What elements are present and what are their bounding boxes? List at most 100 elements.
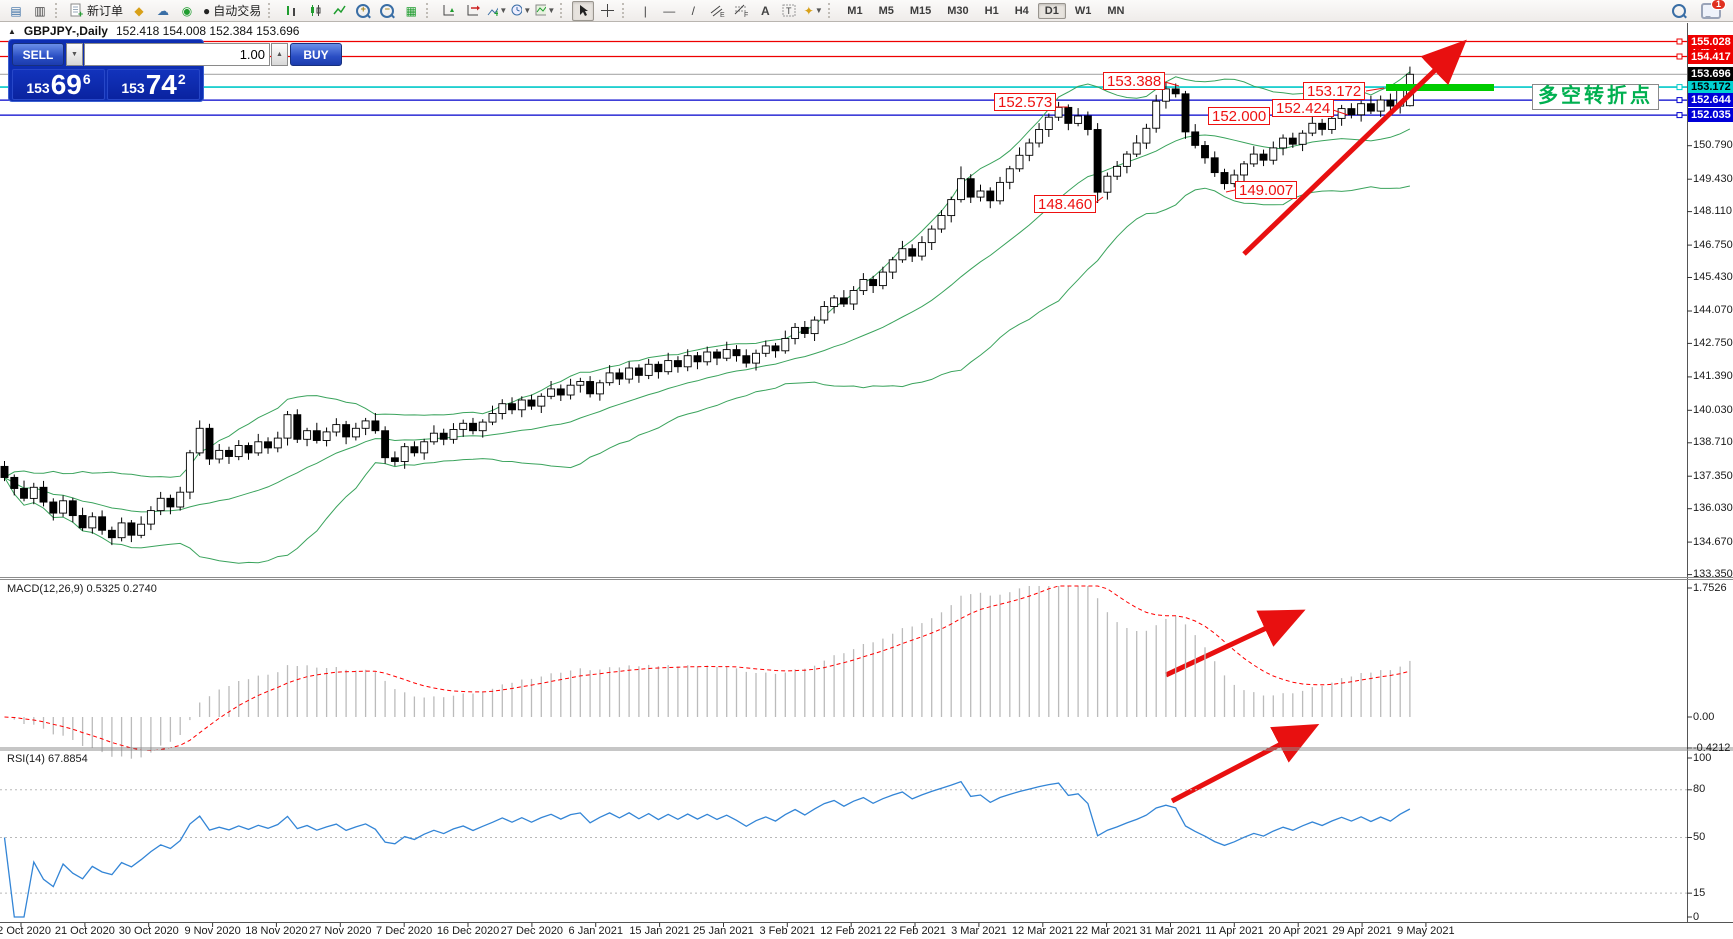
timeframe-m15[interactable]: M15 (909, 4, 932, 17)
candlestick (1327, 117, 1336, 130)
timeframe-m30[interactable]: M30 (947, 4, 969, 17)
date-axis-label: 27 Nov 2020 (309, 925, 372, 937)
macd-signal-line (4, 585, 1411, 751)
macd-pane-label: MACD(12,26,9) 0.5325 0.2740 (7, 583, 157, 595)
timeframe-h1[interactable]: H1 (984, 4, 999, 17)
profiles-icon[interactable]: ▥ (34, 3, 46, 18)
line-handle[interactable] (1676, 38, 1683, 45)
notification-badge: 1 (1711, 0, 1726, 10)
annotation-callout[interactable]: 149.007 (1235, 181, 1298, 199)
bar-chart-icon[interactable] (280, 1, 302, 21)
toolbar-grip (560, 3, 566, 18)
volume-input[interactable] (84, 43, 270, 66)
bid-price[interactable]: 153 69 6 (12, 69, 105, 100)
fibonacci-icon[interactable]: F (730, 1, 752, 21)
new-chart-icon[interactable]: ▤ (10, 3, 22, 18)
annotation-callout[interactable]: 153.172 (1303, 82, 1366, 100)
text-icon[interactable]: A (760, 3, 770, 18)
rsi-axis-tick: 100 (1693, 751, 1712, 764)
timeframe-d1[interactable]: D1 (1037, 2, 1066, 19)
trend-text-object[interactable]: 多空转折点 (1532, 84, 1659, 110)
date-axis-label: 9 May 2021 (1397, 925, 1455, 937)
candlestick (68, 500, 77, 517)
support-bar-object[interactable] (1386, 84, 1494, 91)
indicators-add-icon[interactable]: + ▼ (486, 1, 508, 21)
candlestick (908, 248, 917, 257)
timeframe-mn[interactable]: MN (1107, 4, 1125, 17)
date-axis-label: 12 Feb 2021 (820, 925, 883, 937)
notifications-icon[interactable]: 1 (1700, 0, 1726, 21)
templates-icon[interactable]: ▼ (534, 1, 556, 21)
horizontal-line-icon[interactable]: — (663, 3, 676, 18)
bid-prefix: 153 (26, 80, 50, 96)
timeframe-m5[interactable]: M5 (878, 4, 894, 17)
autotrading-button[interactable]: ● 自动交易 (199, 2, 265, 20)
line-handle[interactable] (1676, 97, 1683, 104)
candlestick (1171, 88, 1180, 95)
candlestick (1074, 115, 1083, 124)
candlestick (1015, 154, 1024, 170)
date-axis-label: 3 Mar 2021 (951, 925, 1007, 937)
annotation-callout[interactable]: 152.424 (1272, 99, 1335, 117)
collapse-triangle-icon[interactable]: ▲ (8, 26, 16, 36)
ask-pip-digit: 2 (177, 71, 186, 87)
timeframe-w1[interactable]: W1 (1074, 4, 1092, 17)
buy-button[interactable]: BUY (290, 43, 342, 66)
candlestick (888, 259, 897, 273)
annotation-callout[interactable]: 153.388 (1103, 72, 1166, 90)
periods-icon[interactable]: ▼ (510, 1, 532, 21)
trendline-icon[interactable]: / (691, 3, 695, 18)
svg-text:T: T (786, 6, 792, 16)
ask-price[interactable]: 153 74 2 (107, 69, 200, 100)
text-label-icon[interactable]: T (778, 1, 800, 21)
trend-arrow-object[interactable] (1170, 724, 1320, 804)
cursor-icon[interactable] (572, 0, 595, 21)
line-chart-icon[interactable] (328, 1, 350, 21)
candlestick (1161, 88, 1170, 102)
candlestick-chart-icon[interactable] (304, 1, 326, 21)
vertical-line-icon[interactable]: | (643, 3, 647, 18)
candlestick (1152, 100, 1161, 129)
sell-button[interactable]: SELL (12, 43, 64, 66)
candlestick (371, 420, 380, 432)
annotation-callout[interactable]: 152.573 (994, 93, 1057, 111)
community-icon[interactable]: ☁ (157, 3, 170, 18)
candlestick (547, 388, 556, 397)
search-icon[interactable] (1668, 1, 1690, 21)
candlestick (322, 431, 331, 441)
volume-increase-button[interactable]: ▲ (271, 43, 288, 66)
annotation-callout[interactable]: 152.000 (1208, 107, 1271, 125)
svg-text:+: + (494, 9, 498, 18)
chart-shift-icon[interactable] (462, 1, 484, 21)
annotation-callout[interactable]: 148.460 (1034, 195, 1097, 213)
line-handle[interactable] (1676, 53, 1683, 60)
volume-decrease-button[interactable]: ▼ (66, 43, 83, 66)
timeframe-m1[interactable]: M1 (847, 4, 863, 17)
macd-axis-tick: 1.7526 (1693, 581, 1727, 594)
candlestick (771, 345, 780, 352)
trend-arrow-object[interactable] (1242, 39, 1467, 256)
alerts-icon[interactable]: ◆ (134, 3, 144, 18)
channel-icon[interactable]: E (706, 1, 728, 21)
auto-scroll-icon[interactable] (438, 1, 460, 21)
candlestick (59, 500, 68, 514)
line-handle[interactable] (1676, 112, 1683, 119)
tile-windows-icon[interactable]: ▦ (405, 3, 417, 18)
signals-icon[interactable]: ◉ (181, 3, 193, 18)
price-axis-tick: 137.350 (1693, 469, 1733, 482)
arrow-objects-icon[interactable]: ✦ ▼ (803, 3, 823, 18)
line-handle[interactable] (1676, 84, 1683, 91)
new-order-button[interactable]: + 新订单 (66, 2, 127, 20)
candlestick (791, 326, 800, 339)
candlestick (283, 414, 292, 439)
candlestick (10, 476, 19, 489)
candlestick (1113, 165, 1122, 177)
price-axis-tick: 136.030 (1693, 502, 1733, 515)
candlestick (117, 522, 126, 539)
zoom-out-icon[interactable]: − (376, 1, 398, 21)
timeframe-h4[interactable]: H4 (1014, 4, 1029, 17)
zoom-in-icon[interactable]: + (352, 1, 374, 21)
candlestick (1337, 108, 1346, 119)
crosshair-icon[interactable] (596, 1, 618, 21)
